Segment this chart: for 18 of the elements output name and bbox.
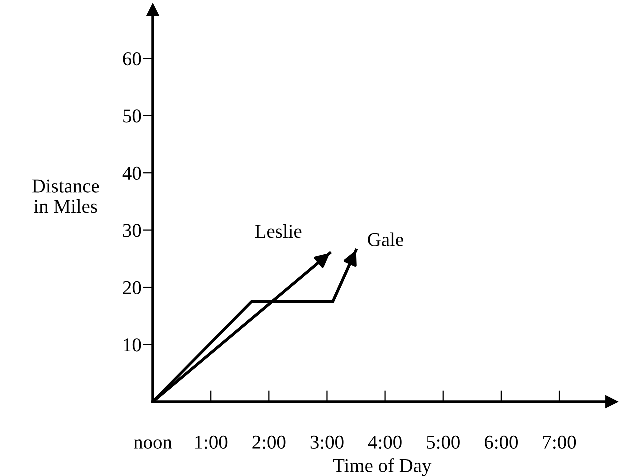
y-tick-label: 50	[124, 110, 142, 123]
x-tick-label: 1:00	[196, 436, 228, 450]
x-tick-label: noon	[134, 440, 172, 449]
y-tick-label: 10	[124, 338, 142, 352]
x-tick-label: 2:00	[252, 436, 286, 450]
y-tick-label: 60	[123, 52, 142, 66]
x-tick-label: 3:00	[310, 436, 344, 450]
y-tick-label: 40	[122, 166, 142, 180]
x-tick-label: 6:00	[485, 436, 518, 450]
x-axis-title: Time of Day	[333, 458, 432, 476]
series-label: Leslie	[255, 224, 302, 238]
y-tick-label: 20	[123, 281, 142, 294]
x-tick-label: 5:00	[427, 436, 460, 450]
y-tick-label: 30	[123, 224, 142, 238]
x-tick-label: 4:00	[368, 436, 402, 450]
x-tick-label: 7:00	[544, 436, 576, 450]
series-label: Gale	[368, 232, 404, 246]
y-axis-title: Distance in Miles	[32, 180, 100, 214]
